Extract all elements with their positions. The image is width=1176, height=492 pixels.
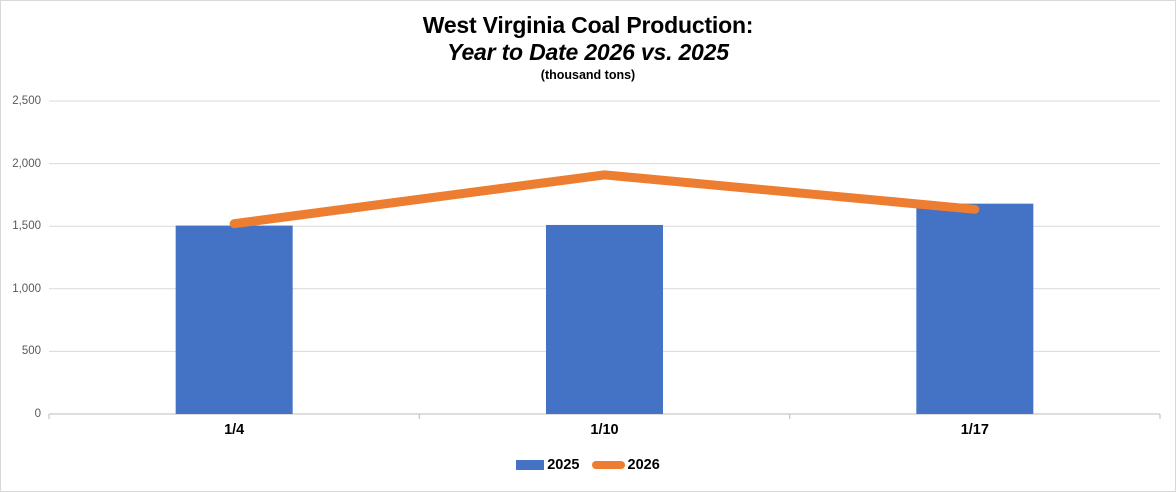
legend-line-swatch-icon: [591, 461, 625, 469]
y-axis-labels: 0 500 1,000 1,500 2,000 2,500: [1, 1, 41, 491]
legend-label-2025: 2025: [547, 457, 580, 473]
y-axis-tick-label: 2,500: [12, 95, 41, 107]
bar-2025-1/4: [175, 225, 293, 414]
x-axis-tick-label: 1/4: [224, 422, 245, 438]
x-axis-labels: 1/4 1/10 1/17: [1, 422, 1175, 442]
bar-2025-1/17: [916, 203, 1034, 414]
y-axis-tick-label: 2,000: [12, 157, 41, 170]
legend-item-2026: 2026: [591, 457, 660, 473]
bar-2025-1/10: [546, 224, 663, 414]
title-block: West Virginia Coal Production: Year to D…: [1, 12, 1175, 83]
legend: 2025 2026: [1, 457, 1175, 473]
chart-units-note: (thousand tons): [540, 68, 636, 82]
chart-subtitle: Year to Date 2026 vs. 2025: [447, 39, 729, 65]
y-axis-tick-label: 1,000: [12, 282, 41, 295]
legend-label-2026: 2026: [627, 457, 660, 473]
legend-item-2025: 2025: [516, 457, 580, 473]
x-axis-tick-label: 1/17: [960, 422, 989, 438]
y-axis-tick-label: 1,500: [12, 220, 41, 233]
y-axis-tick-label: 500: [21, 345, 41, 358]
x-axis-tick-label: 1/10: [590, 422, 619, 438]
line-series-2026: [229, 170, 980, 229]
legend-bar-swatch-icon: [516, 460, 545, 470]
y-axis-tick-label: 0: [34, 408, 41, 420]
chart-title: West Virginia Coal Production:: [422, 12, 754, 38]
